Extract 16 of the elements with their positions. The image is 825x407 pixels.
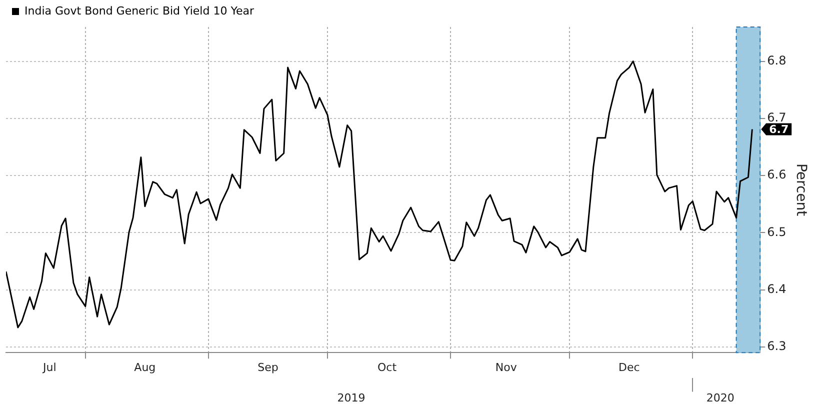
y-tick-label: 6.7 bbox=[767, 110, 786, 125]
legend-label: India Govt Bond Generic Bid Yield 10 Year bbox=[24, 4, 254, 18]
x2-tick-label: 2019 bbox=[337, 391, 366, 404]
y-axis-title: Percent bbox=[792, 163, 809, 217]
x-tick-label: Dec bbox=[618, 361, 640, 374]
y-tick-label: 6.5 bbox=[767, 224, 786, 239]
y-tick-label: 6.4 bbox=[767, 282, 786, 296]
y-tick-label: 6.6 bbox=[767, 168, 786, 182]
x-tick-label: Jul bbox=[42, 361, 56, 374]
y-tick-label: 6.3 bbox=[767, 339, 786, 354]
x-tick-label: Sep bbox=[258, 361, 278, 374]
x-tick-label: Aug bbox=[134, 361, 156, 374]
x-tick-label: Oct bbox=[378, 361, 398, 374]
y-tick-label: 6.8 bbox=[767, 53, 786, 68]
x2-tick-label: 2020 bbox=[706, 391, 734, 404]
x-tick-label: Nov bbox=[495, 361, 518, 374]
